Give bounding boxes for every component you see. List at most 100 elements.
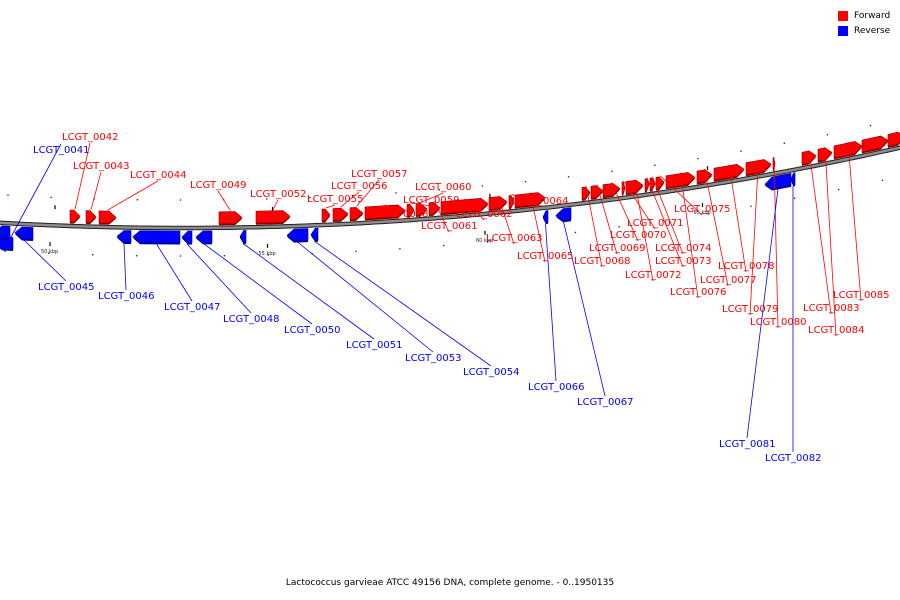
gene-lcgt_0079-arrow[interactable]	[745, 159, 772, 176]
gene-lcgt_0072-arrow[interactable]	[625, 179, 644, 194]
gene-lcgt_0074[interactable]	[649, 177, 656, 192]
gene-lcgt_0053-arrow[interactable]	[286, 228, 309, 242]
gene-lcgt_0051[interactable]	[239, 230, 247, 244]
gene-lcgt_0065-arrow[interactable]	[514, 192, 546, 208]
gene-lcgt_0064[interactable]	[508, 195, 515, 210]
scale-dot	[352, 194, 354, 197]
gene-lcgt_0051-arrow[interactable]	[239, 230, 247, 243]
leader-lcgt_0070	[611, 182, 639, 242]
gene-lcgt_0070[interactable]	[602, 183, 621, 199]
gene-lcgt_0052-arrow[interactable]	[255, 210, 291, 224]
gene-lcgt_0056-arrow[interactable]	[332, 207, 349, 221]
gene-lcgt_0044-arrow[interactable]	[98, 210, 117, 224]
gene-lcgt_0050-arrow[interactable]	[195, 230, 213, 244]
gene-lcgt_0054[interactable]	[310, 227, 319, 242]
gene-lcgt_0048-arrow[interactable]	[181, 230, 193, 244]
gene-lcgt_0060-arrow[interactable]	[415, 202, 428, 216]
gene-lcgt_0073[interactable]	[644, 178, 650, 193]
legend: Forward Reverse	[838, 8, 898, 38]
gene-lcgt_0067-arrow[interactable]	[555, 207, 572, 222]
gene-lcgt_0078[interactable]	[713, 163, 745, 182]
gene-lcgt_0044[interactable]	[98, 210, 117, 225]
gene-lcgt_0045-arrow[interactable]	[14, 226, 34, 240]
gene-lcgt_0075-arrow[interactable]	[655, 176, 665, 190]
gene-unlabelled-2[interactable]	[0, 225, 11, 240]
gene-lcgt_0045[interactable]	[14, 226, 34, 241]
gene-lcgt_0071-arrow[interactable]	[621, 181, 626, 195]
gene-lcgt_0081[interactable]	[764, 173, 792, 191]
gene-lcgt_0082[interactable]	[790, 172, 796, 187]
gene-lcgt_0066-arrow[interactable]	[542, 210, 549, 223]
gene-lcgt_0061-arrow[interactable]	[428, 201, 441, 216]
gene-lcgt_0083[interactable]	[801, 150, 817, 166]
gene-lcgt_0071[interactable]	[621, 181, 626, 196]
gene-lcgt_0065[interactable]	[514, 192, 546, 209]
gene-lcgt_0047[interactable]	[132, 230, 181, 245]
leader-lcgt_0048	[186, 243, 252, 314]
gene-lcgt_0059[interactable]	[406, 203, 415, 218]
gene-lcgt_0061[interactable]	[428, 201, 441, 217]
gene-lcgt_0048[interactable]	[181, 230, 193, 245]
gene-lcgt_0084-arrow[interactable]	[817, 147, 833, 162]
gene-lcgt_0082-arrow[interactable]	[790, 172, 796, 186]
gene-lcgt_0046-arrow[interactable]	[116, 230, 132, 243]
gene-lcgt_0052[interactable]	[255, 210, 291, 225]
scale-dot	[267, 254, 270, 256]
gene-lcgt_0078-arrow[interactable]	[713, 163, 745, 181]
gene-lcgt_0059-arrow[interactable]	[406, 203, 415, 217]
gene-unlabelled-1[interactable]	[887, 131, 900, 148]
gene-lcgt_0049-arrow[interactable]	[218, 211, 243, 225]
gene-lcgt_0076[interactable]	[665, 172, 696, 190]
scale-dot	[793, 197, 796, 199]
gene-lcgt_0043[interactable]	[85, 210, 97, 225]
gene-lcgt_0057-arrow[interactable]	[349, 207, 364, 221]
gene-unlabelled-1-arrow[interactable]	[887, 131, 900, 147]
gene-lcgt_0042-arrow[interactable]	[69, 209, 81, 223]
leader-lcgt_0077	[704, 168, 729, 287]
gene-lcgt_0060[interactable]	[415, 202, 428, 218]
label-lcgt_0064: LCGT_0064	[512, 196, 569, 207]
gene-lcgt_0085-arrow[interactable]	[833, 141, 863, 159]
gene-lcgt_0050[interactable]	[195, 230, 213, 245]
gene-labels: LCGT_0041LCGT_0042LCGT_0043LCGT_0044LCGT…	[33, 132, 890, 464]
gene-lcgt_0046[interactable]	[116, 230, 132, 245]
gene-lcgt_0066[interactable]	[542, 210, 549, 225]
gene-unlabelled-0[interactable]	[861, 135, 889, 154]
gene-lcgt_0070-arrow[interactable]	[602, 183, 621, 198]
gene-lcgt_0074-arrow[interactable]	[649, 177, 656, 191]
gene-lcgt_0053[interactable]	[286, 228, 309, 243]
scale-dot	[750, 205, 752, 208]
gene-lcgt_0067[interactable]	[555, 207, 572, 223]
gene-lcgt_0062-arrow[interactable]	[440, 197, 489, 215]
gene-arrows[interactable]	[0, 131, 900, 251]
gene-lcgt_0047-arrow[interactable]	[132, 230, 181, 244]
gene-lcgt_0042[interactable]	[69, 209, 81, 224]
gene-lcgt_0069[interactable]	[590, 185, 604, 200]
gene-lcgt_0076-arrow[interactable]	[665, 172, 696, 189]
gene-lcgt_0073-arrow[interactable]	[644, 178, 650, 192]
gene-lcgt_0057[interactable]	[349, 207, 364, 222]
gene-lcgt_0055-arrow[interactable]	[321, 208, 331, 222]
gene-lcgt_0063-arrow[interactable]	[488, 196, 508, 210]
label-lcgt_0056: LCGT_0056	[331, 181, 388, 192]
gene-lcgt_0083-arrow[interactable]	[801, 150, 817, 165]
gene-lcgt_0069-arrow[interactable]	[590, 185, 604, 199]
gene-lcgt_0056[interactable]	[332, 207, 349, 222]
label-lcgt_0048: LCGT_0048	[223, 314, 280, 325]
gene-lcgt_0043-arrow[interactable]	[85, 210, 97, 223]
scale-label: 55 kbp	[259, 251, 276, 257]
gene-lcgt_0085[interactable]	[833, 141, 863, 160]
gene-unlabelled-2-arrow[interactable]	[0, 225, 11, 239]
gene-lcgt_0064-arrow[interactable]	[508, 195, 515, 208]
gene-lcgt_0079[interactable]	[745, 159, 772, 177]
gene-lcgt_0077[interactable]	[696, 169, 713, 185]
gene-unlabelled-0-arrow[interactable]	[861, 135, 889, 153]
gene-lcgt_0054-arrow[interactable]	[310, 227, 319, 241]
gene-lcgt_0055[interactable]	[321, 208, 331, 223]
gene-lcgt_0072[interactable]	[625, 179, 644, 196]
gene-lcgt_0068-arrow[interactable]	[581, 186, 591, 200]
gene-lcgt_0075[interactable]	[655, 176, 665, 191]
gene-lcgt_0077-arrow[interactable]	[696, 169, 713, 184]
gene-lcgt_0049[interactable]	[218, 211, 243, 226]
gene-lcgt_0084[interactable]	[817, 147, 833, 163]
